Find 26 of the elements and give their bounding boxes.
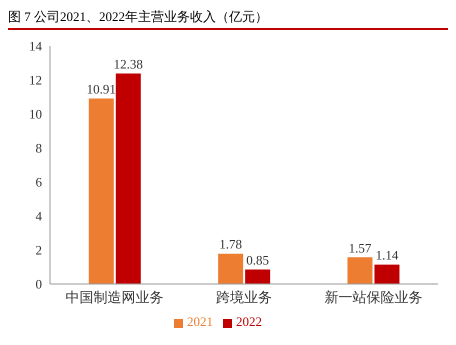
data-label: 1.78 — [219, 236, 242, 252]
y-tick-label: 12 — [29, 72, 42, 88]
data-label: 12.38 — [114, 56, 143, 72]
bar — [347, 257, 372, 284]
y-tick-label: 8 — [36, 140, 42, 156]
y-tick-label: 0 — [36, 276, 42, 292]
x-tick-label: 中国制造网业务 — [66, 290, 164, 306]
y-tick-label: 6 — [36, 174, 42, 190]
bar — [245, 270, 270, 284]
data-label: 0.85 — [246, 252, 270, 268]
y-tick-label: 2 — [36, 242, 42, 258]
y-tick-label: 14 — [29, 38, 42, 54]
legend-label: 2021 — [187, 314, 213, 329]
data-label: 1.57 — [348, 240, 372, 256]
bar — [218, 254, 244, 284]
data-label: 10.91 — [86, 82, 116, 97]
legend-label: 2022 — [236, 314, 262, 329]
data-label: 1.14 — [376, 248, 399, 263]
x-tick-label: 新一站保险业务 — [324, 290, 422, 306]
x-tick-label: 跨境业务 — [216, 290, 272, 306]
y-tick-label: 4 — [36, 208, 42, 224]
bar — [116, 74, 141, 284]
y-tick-label: 10 — [29, 106, 42, 122]
chart-title: 图 7 公司2021、2022年主营业务收入（亿元） — [8, 8, 448, 30]
bar — [88, 98, 114, 284]
bar — [374, 264, 400, 284]
